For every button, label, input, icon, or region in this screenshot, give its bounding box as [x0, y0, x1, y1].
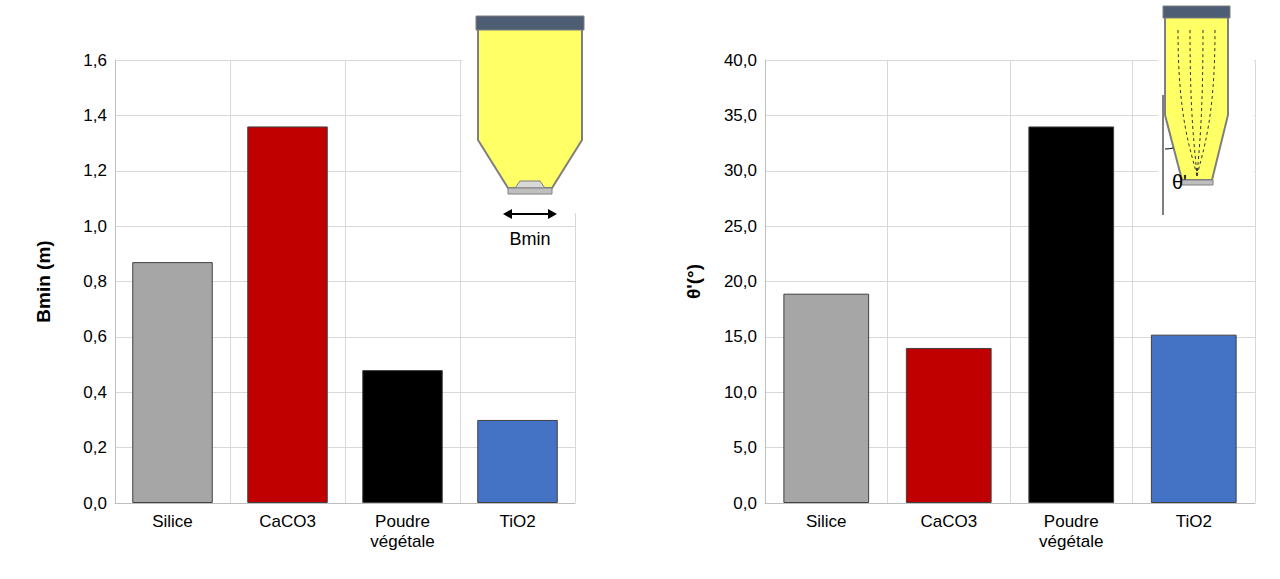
svg-text:1,0: 1,0	[83, 217, 107, 236]
svg-text:0,4: 0,4	[83, 383, 107, 402]
svg-text:végétale: végétale	[1039, 532, 1103, 551]
svg-text:1,4: 1,4	[83, 106, 107, 125]
svg-text:Poudre: Poudre	[375, 512, 430, 531]
svg-text:0,0: 0,0	[733, 494, 757, 513]
svg-text:1,6: 1,6	[83, 51, 107, 70]
svg-text:CaCO3: CaCO3	[920, 512, 977, 531]
svg-text:Bmin: Bmin	[509, 229, 550, 249]
svg-text:40,0: 40,0	[724, 51, 757, 70]
svg-text:1,2: 1,2	[83, 161, 107, 180]
svg-text:15,0: 15,0	[724, 327, 757, 346]
svg-text:0,6: 0,6	[83, 327, 107, 346]
svg-text:TiO2: TiO2	[1176, 512, 1212, 531]
svg-text:CaCO3: CaCO3	[259, 512, 316, 531]
svg-text:Silice: Silice	[152, 512, 193, 531]
svg-text:θ'(°): θ'(°)	[683, 264, 704, 299]
svg-text:θ': θ'	[1172, 171, 1187, 193]
svg-text:10,0: 10,0	[724, 383, 757, 402]
svg-text:0,0: 0,0	[83, 494, 107, 513]
svg-text:TiO2: TiO2	[499, 512, 535, 531]
svg-text:20,0: 20,0	[724, 272, 757, 291]
svg-text:Silice: Silice	[806, 512, 847, 531]
svg-text:0,2: 0,2	[83, 438, 107, 457]
svg-text:végétale: végétale	[370, 532, 434, 551]
svg-text:25,0: 25,0	[724, 217, 757, 236]
svg-text:5,0: 5,0	[733, 438, 757, 457]
svg-text:30,0: 30,0	[724, 161, 757, 180]
svg-text:0,8: 0,8	[83, 272, 107, 291]
svg-text:Bmin (m): Bmin (m)	[33, 240, 54, 322]
svg-text:35,0: 35,0	[724, 106, 757, 125]
svg-text:Poudre: Poudre	[1044, 512, 1099, 531]
